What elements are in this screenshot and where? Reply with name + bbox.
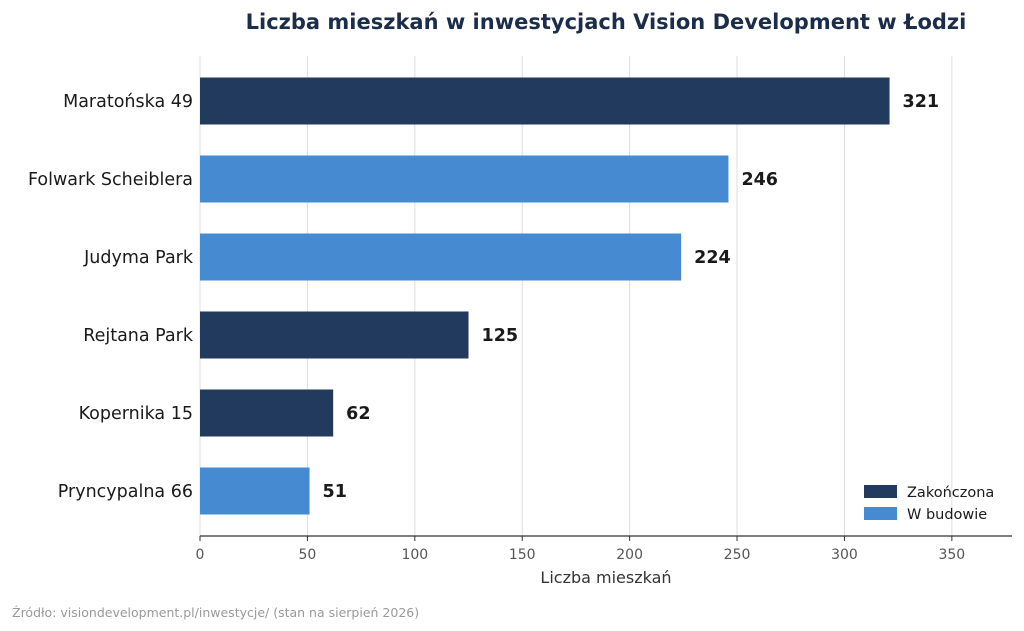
- bar: [200, 233, 682, 281]
- x-tick-label: 200: [616, 547, 643, 563]
- x-tick-label: 300: [831, 547, 858, 563]
- value-label: 246: [741, 170, 778, 190]
- grid-lines: [199, 56, 953, 536]
- legend-swatch: [864, 507, 897, 520]
- bar: [200, 77, 890, 125]
- legend: Zakończona W budowie: [864, 485, 994, 523]
- category-label: Maratońska 49: [63, 92, 193, 112]
- value-label: 224: [694, 248, 731, 268]
- value-labels: 321 246 224 125 62 51: [323, 92, 940, 502]
- category-labels: Maratońska 49 Folwark Scheiblera Judyma Pa…: [28, 92, 194, 502]
- category-label: Judyma Park: [83, 248, 194, 268]
- category-label: Rejtana Park: [83, 326, 194, 346]
- source-note: Źródło: visiondevelopment.pl/inwestycje/…: [12, 605, 419, 620]
- legend-label: Zakończona: [907, 485, 994, 501]
- bars: [200, 77, 890, 515]
- category-label: Pryncypalna 66: [58, 482, 193, 502]
- x-tick-label: 250: [724, 547, 751, 563]
- x-tick-label: 350: [938, 547, 965, 563]
- value-label: 125: [482, 326, 519, 346]
- x-tick-label: 150: [509, 547, 536, 563]
- x-tick-label: 0: [196, 547, 205, 563]
- category-label: Kopernika 15: [79, 404, 193, 424]
- legend-label: W budowie: [907, 507, 987, 523]
- value-label: 51: [323, 482, 347, 502]
- x-axis-ticks: 0 50 100 150 200 250 300 350: [196, 536, 965, 563]
- value-label: 321: [903, 92, 940, 112]
- legend-swatch: [864, 485, 897, 498]
- bar: [200, 155, 729, 203]
- value-label: 62: [346, 404, 370, 424]
- chart-title: Liczba mieszkań w inwestycjach Vision De…: [246, 10, 967, 34]
- x-tick-label: 100: [401, 547, 428, 563]
- bar: [200, 389, 334, 437]
- x-axis-title: Liczba mieszkań: [540, 568, 671, 587]
- bar: [200, 311, 469, 359]
- category-label: Folwark Scheiblera: [28, 170, 193, 190]
- bar: [200, 467, 310, 515]
- x-tick-label: 50: [298, 547, 316, 563]
